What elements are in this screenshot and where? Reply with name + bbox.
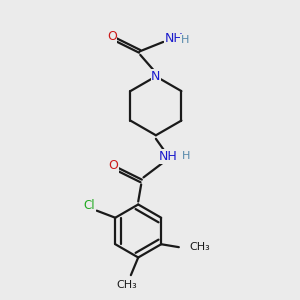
Text: O: O bbox=[107, 30, 117, 43]
Text: Cl: Cl bbox=[84, 199, 95, 212]
Text: NH: NH bbox=[165, 32, 184, 46]
Text: NH: NH bbox=[158, 150, 177, 163]
Text: CH₃: CH₃ bbox=[116, 280, 137, 290]
Text: N: N bbox=[151, 70, 160, 83]
Text: H: H bbox=[182, 152, 190, 161]
Text: H: H bbox=[181, 34, 189, 45]
Text: CH₃: CH₃ bbox=[190, 242, 211, 252]
Text: O: O bbox=[108, 159, 118, 172]
